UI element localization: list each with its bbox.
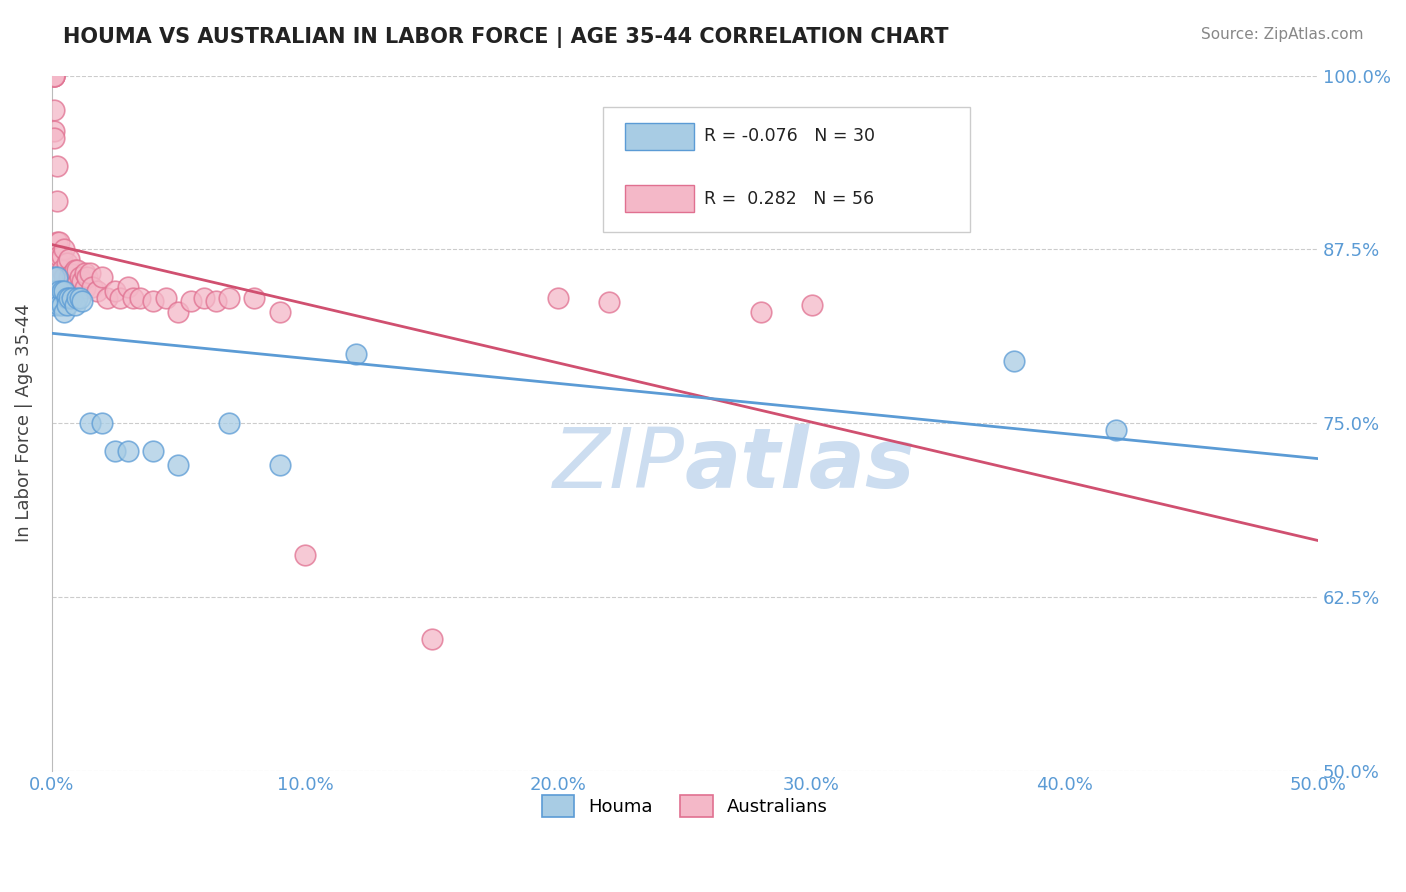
Point [44,270,66,285]
Point [218,291,240,305]
Point [70,274,93,288]
Point [56,284,79,298]
FancyBboxPatch shape [603,107,970,232]
Point [70,293,93,308]
Point [53,242,76,256]
Point [547,291,569,305]
Point [294,548,316,562]
Point [44,69,66,83]
Point [44,298,66,312]
Point [44,69,66,83]
Point [420,632,443,646]
Point [44,69,66,83]
FancyBboxPatch shape [626,123,693,150]
Point [79,266,101,280]
Point [749,305,772,319]
Point [48,235,70,250]
Point [86,284,108,298]
Text: ZIP: ZIP [553,425,685,505]
Point [108,291,131,305]
Point [76,270,98,285]
Text: atlas: atlas [685,425,915,505]
Point [51,284,73,298]
Point [45,194,67,208]
Point [63,284,86,298]
Point [45,235,67,250]
Point [45,291,67,305]
Point [73,266,96,280]
Point [45,270,67,285]
Point [44,69,66,83]
Point [48,284,70,298]
Legend: Houma, Australians: Houma, Australians [534,788,835,824]
Point [66,277,89,291]
Point [53,284,76,298]
Point [1104,423,1126,437]
Point [53,270,76,285]
Point [51,298,73,312]
Text: Source: ZipAtlas.com: Source: ZipAtlas.com [1201,27,1364,42]
Point [269,458,291,472]
Point [79,416,101,430]
Point [66,263,89,277]
Point [56,291,79,305]
FancyBboxPatch shape [626,186,693,212]
Point [53,305,76,319]
Point [69,291,91,305]
Point [51,249,73,263]
Point [96,291,118,305]
Point [142,444,165,458]
Point [129,291,152,305]
Point [82,280,104,294]
Point [56,298,79,312]
Point [48,249,70,263]
Point [205,293,228,308]
Point [58,252,80,266]
Point [44,131,66,145]
Point [63,263,86,277]
Point [56,256,79,270]
Point [91,270,114,285]
Point [104,284,127,298]
Point [48,256,70,270]
Point [73,281,96,295]
Point [218,416,240,430]
Text: R =  0.282   N = 56: R = 0.282 N = 56 [704,190,875,208]
Point [63,298,86,312]
Point [142,293,165,308]
Point [117,444,139,458]
Point [193,291,215,305]
Text: HOUMA VS AUSTRALIAN IN LABOR FORCE | AGE 35-44 CORRELATION CHART: HOUMA VS AUSTRALIAN IN LABOR FORCE | AGE… [63,27,949,48]
Point [344,346,367,360]
Y-axis label: In Labor Force | Age 35-44: In Labor Force | Age 35-44 [15,304,32,542]
Point [598,295,620,310]
Point [60,268,83,282]
Point [44,124,66,138]
Point [51,263,73,277]
Point [121,291,143,305]
Point [104,444,127,458]
Point [69,270,91,285]
Point [91,416,114,430]
Point [60,291,83,305]
Point [800,298,823,312]
Point [66,291,89,305]
Point [44,103,66,118]
Point [58,291,80,305]
Point [269,305,291,319]
Point [155,291,177,305]
Point [58,270,80,285]
Point [44,284,66,298]
Point [167,458,190,472]
Point [243,291,266,305]
Point [180,293,202,308]
Point [48,298,70,312]
Text: R = -0.076   N = 30: R = -0.076 N = 30 [704,128,875,145]
Point [45,159,67,173]
Point [117,280,139,294]
Point [167,305,190,319]
Point [1002,353,1025,368]
